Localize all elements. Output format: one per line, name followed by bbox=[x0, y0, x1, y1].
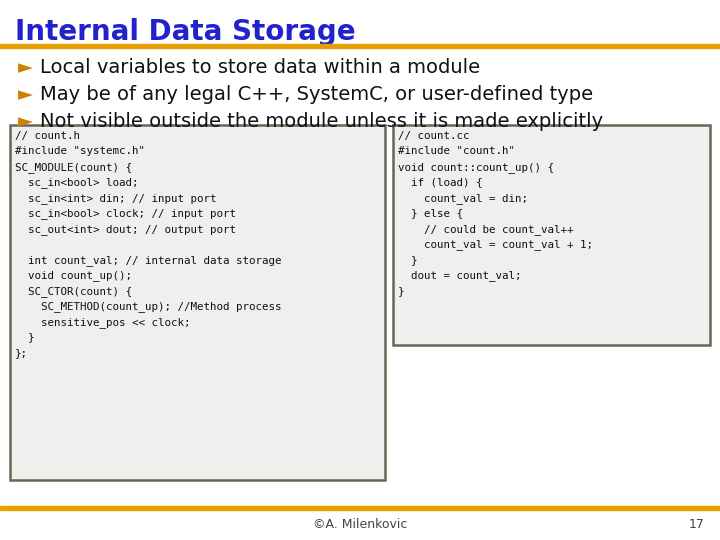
Text: ►: ► bbox=[18, 85, 33, 104]
Text: // count.h: // count.h bbox=[15, 131, 80, 141]
Text: Local variables to store data within a module: Local variables to store data within a m… bbox=[40, 58, 480, 77]
Text: May be of any legal C++, SystemC, or user-defined type: May be of any legal C++, SystemC, or use… bbox=[40, 85, 593, 104]
Text: Not visible outside the module unless it is made explicitly: Not visible outside the module unless it… bbox=[40, 112, 603, 131]
Text: sc_in<bool> load;: sc_in<bool> load; bbox=[15, 178, 138, 188]
Text: dout = count_val;: dout = count_val; bbox=[398, 271, 521, 281]
Text: 17: 17 bbox=[689, 517, 705, 530]
Text: }: } bbox=[398, 286, 405, 296]
Text: ►: ► bbox=[18, 112, 33, 131]
Text: count_val = din;: count_val = din; bbox=[398, 193, 528, 204]
Bar bbox=[10, 125, 385, 480]
Text: } else {: } else { bbox=[398, 208, 463, 219]
Text: // count.cc: // count.cc bbox=[398, 131, 469, 141]
Text: int count_val; // internal data storage: int count_val; // internal data storage bbox=[15, 255, 282, 266]
Text: SC_CTOR(count) {: SC_CTOR(count) { bbox=[15, 286, 132, 297]
Text: sc_out<int> dout; // output port: sc_out<int> dout; // output port bbox=[15, 224, 236, 235]
Text: #include "count.h": #include "count.h" bbox=[398, 146, 515, 157]
Bar bbox=[0, 44, 720, 48]
Bar bbox=[393, 125, 710, 345]
Text: };: }; bbox=[15, 348, 28, 358]
Text: ►: ► bbox=[18, 58, 33, 77]
Bar bbox=[0, 506, 720, 510]
Text: if (load) {: if (load) { bbox=[398, 178, 482, 187]
Text: #include "systemc.h": #include "systemc.h" bbox=[15, 146, 145, 157]
Text: count_val = count_val + 1;: count_val = count_val + 1; bbox=[398, 240, 593, 251]
Text: sc_in<bool> clock; // input port: sc_in<bool> clock; // input port bbox=[15, 208, 236, 219]
Text: }: } bbox=[398, 255, 418, 265]
Text: Internal Data Storage: Internal Data Storage bbox=[15, 18, 356, 46]
Text: // could be count_val++: // could be count_val++ bbox=[398, 224, 574, 235]
Text: ©A. Milenkovic: ©A. Milenkovic bbox=[312, 517, 408, 530]
Text: SC_MODULE(count) {: SC_MODULE(count) { bbox=[15, 162, 132, 173]
Text: void count_up();: void count_up(); bbox=[15, 271, 132, 281]
Text: sensitive_pos << clock;: sensitive_pos << clock; bbox=[15, 317, 191, 328]
Text: SC_METHOD(count_up); //Method process: SC_METHOD(count_up); //Method process bbox=[15, 301, 282, 313]
Text: sc_in<int> din; // input port: sc_in<int> din; // input port bbox=[15, 193, 217, 204]
Text: void count::count_up() {: void count::count_up() { bbox=[398, 162, 554, 173]
Text: }: } bbox=[15, 333, 35, 342]
